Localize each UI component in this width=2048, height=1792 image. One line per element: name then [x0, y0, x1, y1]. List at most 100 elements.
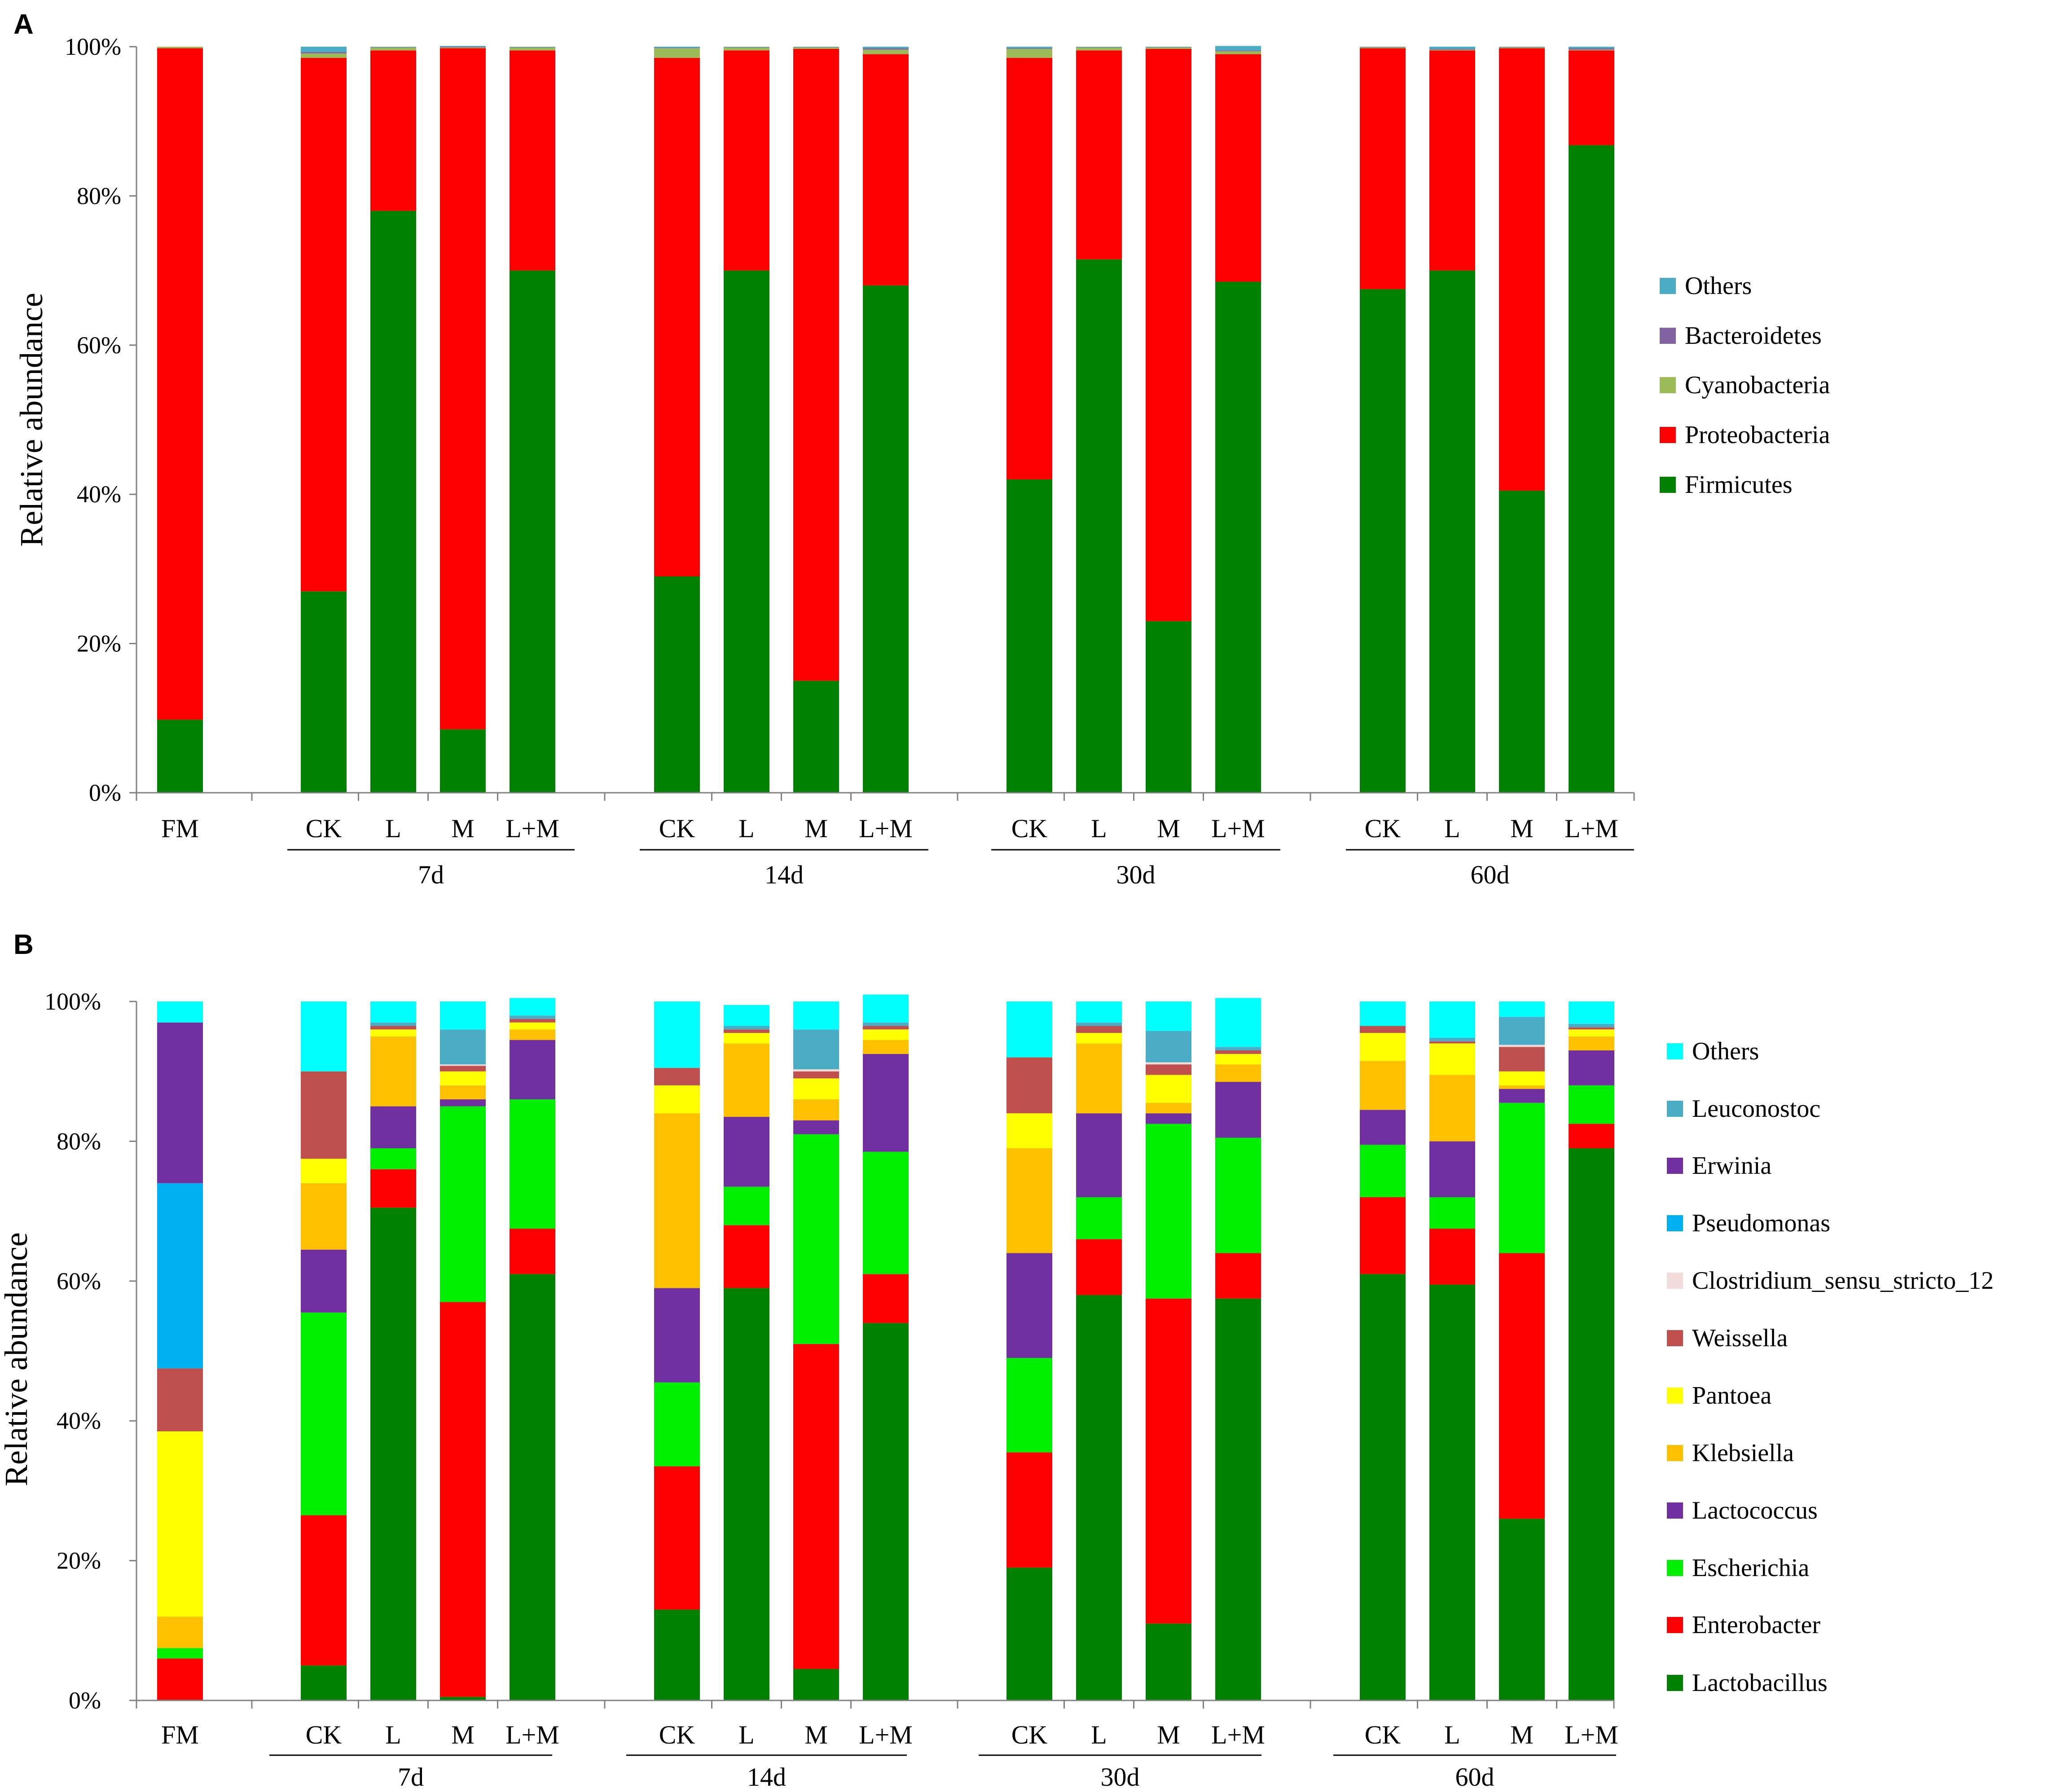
panel-b-legend-label: Klebsiella [1692, 1439, 1794, 1467]
panel-b-legend-swatch [1667, 1273, 1683, 1289]
panel-a-y-axis-title: Relative abundance [13, 293, 49, 547]
panel-b-bar-segment-enterobacter [1360, 1197, 1406, 1274]
panel-b-bar-segment-weissella [1499, 1047, 1545, 1072]
panel-b-bar-segment-pantoea [440, 1071, 486, 1085]
panel-b-bar-segment-weissella [1076, 1026, 1122, 1033]
panel-b-bar-segment-others [1146, 1001, 1191, 1031]
panel-b-bar-segment-lactobacillus [1215, 1298, 1261, 1700]
panel-a-category-label: CK [659, 814, 695, 843]
panel-a-bar-segment-firmicutes [510, 270, 555, 793]
panel-a-bar-segment-proteobacteria [1499, 48, 1545, 491]
panel-a-bar-segment-proteobacteria [157, 48, 203, 720]
panel-b-bar-segment-leuconostoc [793, 1029, 839, 1070]
panel-a-category-label: L [1091, 814, 1107, 843]
panel-b-category-label: L [1444, 1720, 1460, 1749]
panel-b-category-label: CK [306, 1720, 342, 1749]
panel-b-bar-segment-lactobacillus [793, 1669, 839, 1700]
panel-b-bar-segment-others [1360, 1001, 1406, 1026]
panel-b-bar-segment-weissella [724, 1029, 769, 1033]
panel-a-bar-segment-firmicutes [1215, 281, 1261, 793]
panel-b-bar-segment-leuconostoc [1569, 1023, 1614, 1028]
panel-a-bar-segment-cyanobacteria [1215, 51, 1261, 54]
panel-a-bar-segment-bacteroidetes [370, 47, 416, 48]
panel-b-bar-segment-pantoea [1429, 1043, 1475, 1075]
panel-a-bar-segment-others [440, 46, 486, 47]
panel-a-bar-segment-cyanobacteria [157, 47, 203, 48]
panel-b-bar-segment-pantoea [1006, 1113, 1052, 1148]
panel-a-category-label: CK [1365, 814, 1401, 843]
panel-b-category-label: L+M [1211, 1720, 1265, 1749]
panel-a-bar-segment-cyanobacteria [301, 53, 347, 58]
panel-a-bar-segment-proteobacteria [654, 57, 700, 577]
panel-b-bar-segment-pantoea [510, 1022, 555, 1030]
panel-b-bar-segment-others [440, 1001, 486, 1030]
panel-b-bar-segment-lactobacillus [654, 1609, 700, 1700]
panel-b-category-label: M [804, 1720, 828, 1749]
panel-b-bar-segment-leuconostoc [1215, 1047, 1261, 1050]
panel-b-category-label: M [451, 1720, 475, 1749]
panel-b-bar-segment-lactococcus [654, 1288, 700, 1383]
panel-b-bar-segment-escherichia [1006, 1358, 1052, 1453]
panel-b-bar-segment-clostridium-sensu-stricto-12 [793, 1069, 839, 1072]
panel-b-y-axis-title: Relative abundance [0, 1232, 34, 1486]
panel-a-bar-segment-cyanobacteria [724, 47, 769, 51]
panel-b-legend-swatch [1667, 1675, 1683, 1691]
panel-a-bar-segment-cyanobacteria [1076, 47, 1122, 51]
panel-a-bar-segment-firmicutes [1076, 259, 1122, 793]
panel-b-bar-segment-klebsiella [1146, 1102, 1191, 1114]
panel-b-bar-segment-escherichia [440, 1106, 486, 1302]
panel-b-bar-segment-lactococcus [1569, 1050, 1614, 1085]
panel-b-bar-segment-lactococcus [440, 1099, 486, 1107]
panel-b-bar-segment-weissella [510, 1019, 555, 1023]
panel-b-legend-label: Leuconostoc [1692, 1095, 1820, 1123]
panel-b-bar-segment-enterobacter [440, 1302, 486, 1697]
panel-b-bar-segment-klebsiella [724, 1043, 769, 1117]
panel-b-bar-segment-leuconostoc [1076, 1022, 1122, 1026]
panel-a-category-label: CK [1011, 814, 1048, 843]
panel-a-bar-segment-firmicutes [1569, 145, 1614, 793]
panel-a-bar-segment-firmicutes [370, 211, 416, 793]
panel-b-y-tick-label: 100% [44, 988, 101, 1015]
panel-b-legend-swatch [1667, 1560, 1683, 1576]
panel-a-bar-segment-cyanobacteria [370, 47, 416, 51]
panel-b-bar-segment-lactococcus [863, 1054, 909, 1152]
panel-a-bar-segment-proteobacteria [370, 50, 416, 211]
panel-a-bar-segment-cyanobacteria [793, 47, 839, 49]
panel-b-bar-segment-pseudomonas [157, 1183, 203, 1369]
panel-a-y-tick-label: 80% [77, 182, 121, 209]
panel-b-bar-segment-others [1429, 1001, 1475, 1038]
panel-a-legend-label: Firmicutes [1685, 471, 1793, 499]
panel-b-y-tick-label: 40% [57, 1407, 101, 1434]
panel-b-group-label: 60d [1455, 1762, 1494, 1792]
panel-a-bar-segment-proteobacteria [440, 48, 486, 729]
panel-a-bar-segment-bacteroidetes [1146, 47, 1191, 48]
panel-b-bar-segment-escherichia [863, 1151, 909, 1274]
panel-a-category-label: L+M [859, 814, 913, 843]
panel-b-bar-segment-klebsiella [510, 1029, 555, 1040]
panel-b-bar-segment-escherichia [1360, 1145, 1406, 1197]
panel-b-bar-segment-weissella [1146, 1064, 1191, 1075]
panel-b-legend-swatch [1667, 1502, 1683, 1519]
panel-a-bar-segment-firmicutes [157, 720, 203, 793]
panel-b-bar-segment-pantoea [1569, 1029, 1614, 1037]
panel-a-category-label: L+M [1211, 814, 1265, 843]
panel-a-bar-segment-proteobacteria [863, 54, 909, 285]
panel-b-bar-segment-pantoea [724, 1033, 769, 1044]
panel-a-y-tick-label: 0% [89, 779, 121, 806]
panel-b-bar-segment-weissella [654, 1067, 700, 1085]
panel-a-category-label: M [451, 814, 475, 843]
panel-b-legend-swatch [1667, 1445, 1683, 1461]
panel-b-bar-segment-weissella [440, 1066, 486, 1072]
panel-b-group-label: 7d [398, 1762, 424, 1792]
panel-b-group-label: 14d [747, 1762, 786, 1792]
panel-b-bar-segment-escherichia [1076, 1197, 1122, 1239]
panel-b-bar-segment-pantoea [1215, 1054, 1261, 1065]
panel-b-bar-segment-escherichia [1215, 1138, 1261, 1253]
panel-b-y-tick-label: 60% [57, 1268, 101, 1295]
panel-a-bar-segment-others [1569, 47, 1614, 48]
panel-b-bar-segment-enterobacter [1429, 1229, 1475, 1285]
panel-b-bar-segment-lactococcus [724, 1116, 769, 1187]
panel-a-bar-segment-firmicutes [724, 270, 769, 793]
panel-b-bar-segment-lactobacillus [1569, 1148, 1614, 1700]
panel-b-bar-segment-escherichia [1429, 1197, 1475, 1229]
